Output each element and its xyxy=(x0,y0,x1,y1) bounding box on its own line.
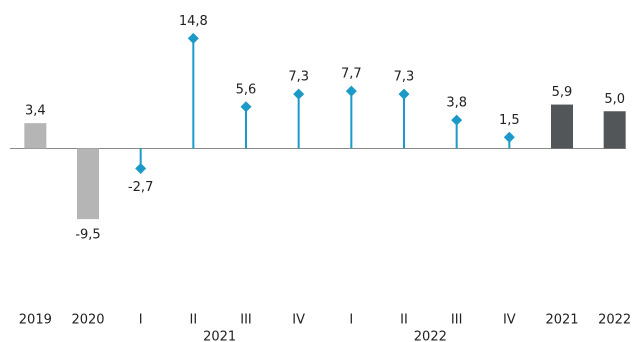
value-label: 7,7 xyxy=(341,67,362,82)
value-label: -2,7 xyxy=(128,180,153,195)
marker xyxy=(398,88,410,100)
value-label: 5,9 xyxy=(552,85,573,100)
x-tick-label: I xyxy=(349,313,353,328)
x-tick-label: II xyxy=(400,313,408,328)
x-tick-label: III xyxy=(451,313,463,328)
group-label: 2021 xyxy=(203,330,236,342)
value-label: 3,8 xyxy=(446,96,467,111)
x-tick-label: 2022 xyxy=(598,313,631,328)
marker xyxy=(187,32,199,44)
x-tick-label: 2020 xyxy=(71,313,104,328)
marker xyxy=(345,85,357,97)
value-label: 5,0 xyxy=(604,92,625,107)
group-label: 2022 xyxy=(414,330,447,342)
bar xyxy=(551,104,573,149)
x-tick-label: I xyxy=(139,313,143,328)
marker xyxy=(451,114,463,126)
value-label: 7,3 xyxy=(288,70,309,85)
marker xyxy=(293,88,305,100)
x-tick-label: III xyxy=(240,313,252,328)
value-label: 7,3 xyxy=(394,70,415,85)
value-label: 1,5 xyxy=(499,113,520,128)
x-tick-label: IV xyxy=(503,313,516,328)
x-tick-label: II xyxy=(189,313,197,328)
bar xyxy=(77,148,99,220)
value-label: 14,8 xyxy=(179,14,208,29)
x-tick-label: IV xyxy=(292,313,305,328)
marker xyxy=(135,163,147,175)
value-label: 3,4 xyxy=(25,104,46,119)
x-tick-label: 2019 xyxy=(19,313,52,328)
value-label: 5,6 xyxy=(236,82,257,97)
x-tick-label: 2021 xyxy=(545,313,578,328)
value-label: -9,5 xyxy=(75,228,100,243)
bar xyxy=(24,123,47,149)
bar xyxy=(603,111,626,149)
marker xyxy=(240,101,252,113)
marker xyxy=(503,131,515,143)
